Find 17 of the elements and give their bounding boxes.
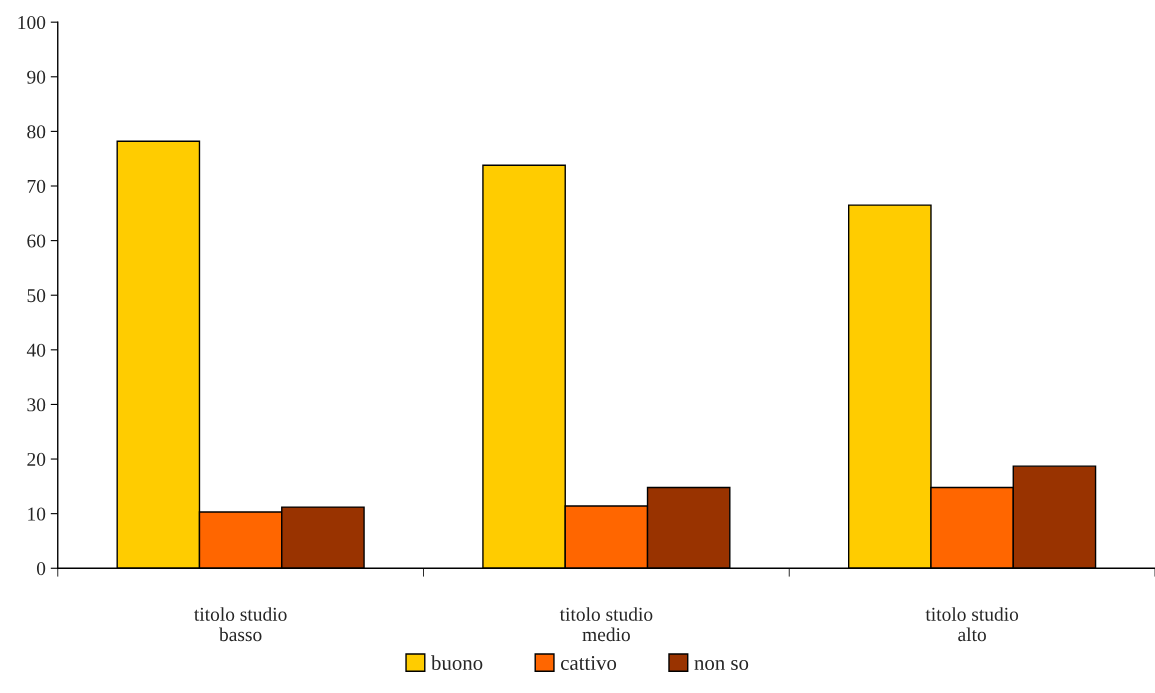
y-tick-label: 20 <box>27 452 46 466</box>
legend-label: buono <box>431 655 483 671</box>
y-tick-label: 70 <box>27 179 46 193</box>
y-tick-label: 10 <box>28 507 46 521</box>
legend-label: non so <box>694 660 749 671</box>
y-tick-label: 90 <box>27 70 46 84</box>
y-tick-label: 60 <box>27 234 46 248</box>
x-tick-label: titolo studio alto <box>925 607 1019 642</box>
legend-label: cattivo <box>561 656 617 671</box>
y-tick-label: 100 <box>18 15 46 30</box>
y-tick-label: 30 <box>27 398 46 412</box>
y-tick-label: 40 <box>26 343 46 357</box>
y-tick-label: 80 <box>27 125 46 139</box>
x-tick-label: titolo studio basso <box>194 607 287 642</box>
x-tick-label: titolo studio medio <box>559 607 653 642</box>
y-tick-label: 0 <box>36 562 46 576</box>
y-tick-label: 50 <box>27 289 46 303</box>
